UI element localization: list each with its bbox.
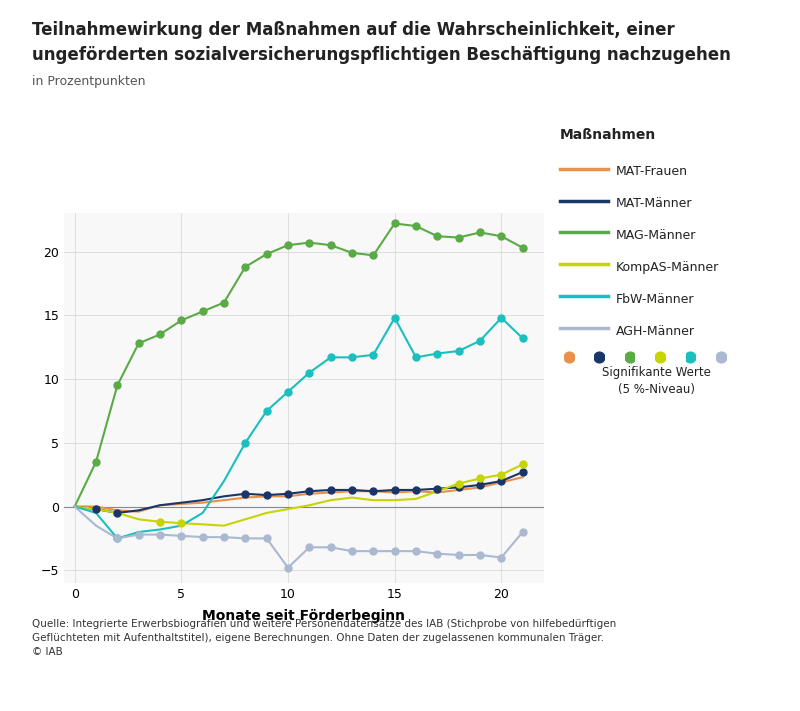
Point: [495, 476, 508, 487]
Point: [111, 380, 124, 391]
Point: [282, 488, 294, 499]
Point: [90, 456, 102, 468]
Point: [239, 488, 252, 499]
Point: [154, 529, 166, 540]
Point: [111, 507, 124, 518]
Point: [303, 486, 316, 497]
Point: [410, 545, 422, 557]
Text: Maßnahmen: Maßnahmen: [560, 128, 656, 142]
Point: [388, 218, 401, 229]
Point: [324, 352, 337, 363]
Point: [410, 352, 422, 363]
Point: [431, 483, 444, 494]
Point: [431, 548, 444, 560]
Point: [346, 545, 358, 557]
Point: [239, 261, 252, 272]
Point: [239, 437, 252, 449]
Point: [111, 533, 124, 544]
Point: [474, 479, 486, 491]
Point: [367, 486, 380, 497]
Text: MAT-Männer: MAT-Männer: [616, 197, 693, 210]
Point: [431, 230, 444, 242]
Point: [282, 240, 294, 251]
Point: [324, 484, 337, 496]
Point: [282, 562, 294, 573]
Point: [367, 545, 380, 557]
Point: [495, 469, 508, 481]
Text: MAT-Frauen: MAT-Frauen: [616, 165, 688, 178]
Point: [388, 312, 401, 324]
Point: [452, 478, 465, 489]
Point: [260, 405, 273, 417]
Point: [474, 550, 486, 561]
Point: [410, 484, 422, 496]
Point: [495, 230, 508, 242]
Point: [154, 516, 166, 528]
Point: [196, 306, 209, 317]
Point: [132, 338, 145, 349]
Point: [196, 531, 209, 542]
Point: [367, 250, 380, 261]
Point: [367, 349, 380, 360]
Point: [324, 542, 337, 553]
Point: [90, 503, 102, 515]
Point: [324, 240, 337, 251]
Point: [132, 529, 145, 540]
Text: in Prozentpunkten: in Prozentpunkten: [32, 75, 146, 87]
Point: [516, 333, 529, 344]
Point: [758, 271, 771, 282]
Point: [282, 386, 294, 397]
Point: [452, 550, 465, 561]
Point: [388, 545, 401, 557]
Point: [728, 271, 741, 282]
Text: ungeförderten sozialversicherungspflichtigen Beschäftigung nachzugehen: ungeförderten sozialversicherungspflicht…: [32, 46, 731, 64]
Point: [452, 232, 465, 243]
Text: FbW-Männer: FbW-Männer: [616, 293, 694, 306]
Point: [388, 484, 401, 496]
Point: [175, 518, 188, 529]
Point: [303, 237, 316, 248]
Point: [637, 271, 650, 282]
Point: [410, 220, 422, 232]
Point: [495, 312, 508, 324]
Point: [474, 335, 486, 346]
Point: [474, 473, 486, 484]
Point: [260, 489, 273, 501]
Point: [154, 328, 166, 340]
Point: [239, 533, 252, 544]
Point: [431, 348, 444, 359]
Point: [667, 271, 680, 282]
Text: KompAS-Männer: KompAS-Männer: [616, 261, 719, 274]
Text: AGH-Männer: AGH-Männer: [616, 325, 695, 338]
Point: [516, 466, 529, 478]
Text: MAG-Männer: MAG-Männer: [616, 229, 696, 242]
X-axis label: Monate seit Förderbeginn: Monate seit Förderbeginn: [202, 609, 406, 624]
Point: [606, 271, 619, 282]
Point: [516, 526, 529, 538]
Point: [303, 542, 316, 553]
Point: [698, 271, 710, 282]
Point: [346, 352, 358, 363]
Point: [218, 297, 230, 309]
Text: Signifikante Werte
(5 %-Niveau): Signifikante Werte (5 %-Niveau): [602, 366, 710, 396]
Point: [175, 315, 188, 326]
Point: [260, 533, 273, 544]
Point: [260, 248, 273, 260]
Point: [452, 346, 465, 357]
Text: Teilnahmewirkung der Maßnahmen auf die Wahrscheinlichkeit, einer: Teilnahmewirkung der Maßnahmen auf die W…: [32, 21, 674, 39]
Text: Quelle: Integrierte Erwerbsbiografien und weitere Personendatensätze des IAB (St: Quelle: Integrierte Erwerbsbiografien un…: [32, 619, 616, 656]
Point: [175, 530, 188, 542]
Point: [495, 552, 508, 563]
Point: [516, 242, 529, 253]
Point: [111, 533, 124, 544]
Point: [474, 227, 486, 238]
Point: [346, 247, 358, 259]
Point: [218, 531, 230, 542]
Point: [452, 482, 465, 493]
Point: [516, 459, 529, 470]
Point: [346, 484, 358, 496]
Point: [303, 367, 316, 378]
